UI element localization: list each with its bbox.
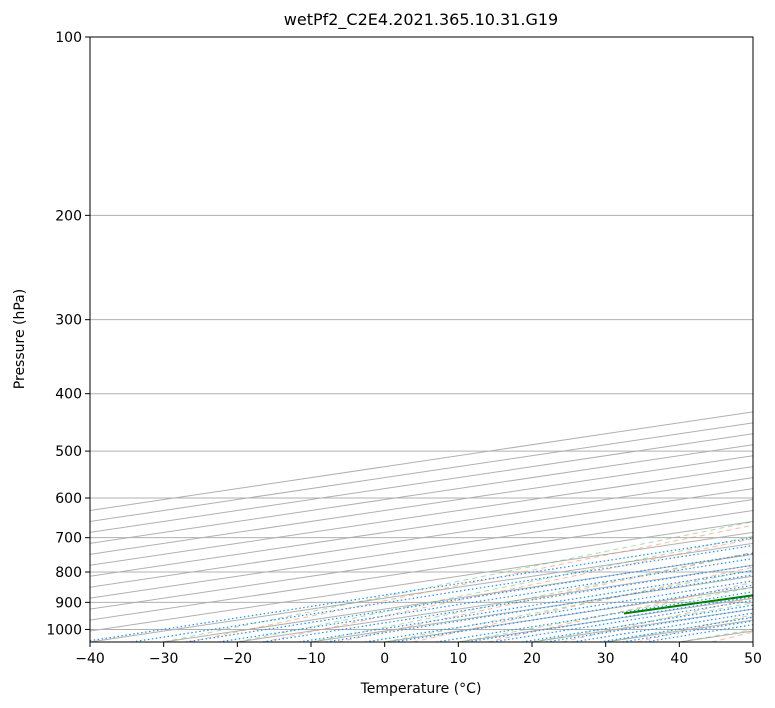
moist-adiabat (679, 629, 753, 642)
moist-adiabat (384, 569, 753, 642)
y-tick-label: 200 (55, 208, 82, 224)
isotherm-line (90, 444, 753, 544)
x-axis: −40 −30 −20 −10 0 10 20 30 40 50 (75, 642, 762, 667)
y-axis-label: Pressure (hPa) (12, 289, 28, 389)
moist-adiabat (310, 551, 753, 642)
y-tick-label: 800 (55, 565, 82, 581)
dry-adiabat (562, 597, 753, 642)
x-axis-label: Temperature (°C) (360, 681, 482, 697)
isotherm-line (310, 575, 753, 642)
y-tick-label: 900 (55, 595, 82, 611)
x-tick-label: −20 (223, 651, 253, 667)
moist-adiabat (531, 602, 753, 642)
mixing-ratio-line (599, 616, 753, 642)
isotherm-line (752, 641, 753, 642)
chart-title: wetPf2_C2E4.2021.365.10.31.G19 (284, 10, 558, 30)
isotherm-line (90, 422, 753, 522)
moist-adiabat (237, 535, 753, 642)
isotherm-line (90, 411, 753, 512)
y-tick-label: 500 (55, 444, 82, 460)
y-tick-label: 1000 (46, 622, 82, 638)
isotherm-line (90, 455, 753, 555)
isotherm-line (90, 520, 753, 621)
moist-adiabat (458, 586, 753, 642)
isotherm-line (90, 477, 753, 577)
isotherm-line (90, 542, 753, 642)
x-tick-label: 40 (670, 651, 688, 667)
y-tick-label: 100 (55, 30, 82, 46)
mixing-ratio-line (218, 557, 753, 642)
y-axis: 100 200 300 400 500 600 700 800 900 1000 (46, 30, 90, 638)
background-grid (90, 37, 753, 642)
isotherm-line (90, 466, 753, 566)
dry-adiabat (263, 538, 753, 642)
mixing-ratio-line (492, 599, 753, 642)
x-tick-label: 30 (597, 651, 615, 667)
isotherm-line (237, 564, 753, 642)
plot-frame (89, 36, 754, 643)
isotherm-line (90, 488, 753, 588)
x-tick-label: −10 (296, 651, 326, 667)
isotherm-line (90, 531, 753, 632)
mixing-ratio-line (131, 544, 753, 642)
isotherm-line (90, 433, 753, 533)
isotherm-line (531, 608, 753, 642)
y-tick-label: 400 (55, 387, 82, 403)
x-tick-label: 10 (449, 651, 467, 667)
mixing-ratio-line (522, 604, 753, 642)
dry-adiabat (711, 631, 753, 642)
x-tick-label: 20 (523, 651, 541, 667)
mixing-ratio-line (326, 574, 753, 642)
mixing-ratio-line (90, 537, 753, 642)
y-tick-label: 700 (55, 531, 82, 547)
isotherm-line (90, 509, 753, 610)
isotherm-line (679, 630, 753, 642)
dry-adiabat (487, 581, 753, 642)
isotherm-line (458, 597, 753, 642)
x-tick-label: −40 (75, 651, 105, 667)
dry-adiabat (636, 614, 753, 642)
x-tick-label: −30 (149, 651, 179, 667)
dewpoint-profile (623, 594, 753, 615)
isotherm-line (384, 586, 753, 642)
x-tick-label: 50 (744, 651, 762, 667)
mixing-ratio-line (546, 608, 753, 642)
dry-adiabat (412, 566, 753, 642)
moist-adiabat (163, 521, 753, 642)
mixing-ratio-line (185, 552, 753, 642)
isotherm-line (90, 499, 753, 599)
y-tick-label: 300 (55, 313, 82, 329)
y-tick-label: 600 (55, 491, 82, 507)
mixing-ratio-line (572, 612, 753, 642)
x-tick-label: 0 (380, 651, 389, 667)
